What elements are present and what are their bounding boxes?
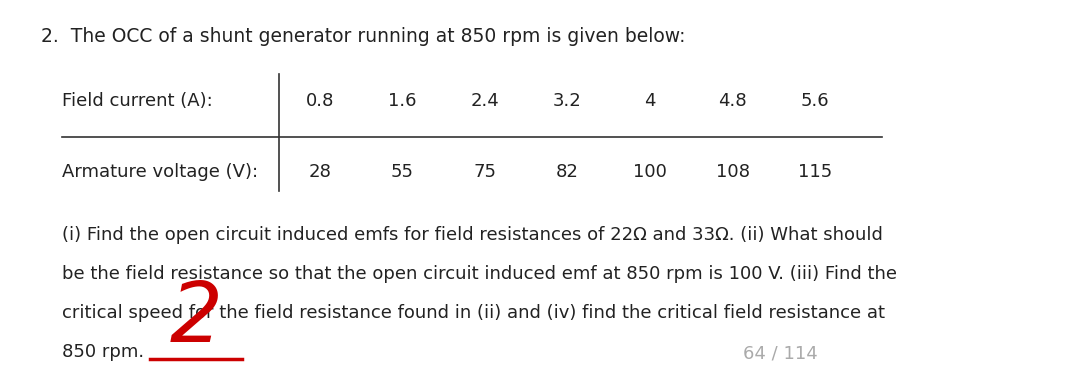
Text: 108: 108 xyxy=(716,163,750,181)
Text: 4.8: 4.8 xyxy=(718,92,747,110)
Text: 0.8: 0.8 xyxy=(306,92,334,110)
Text: 82: 82 xyxy=(556,163,579,181)
Text: 55: 55 xyxy=(391,163,414,181)
Text: 2.4: 2.4 xyxy=(471,92,499,110)
Text: 115: 115 xyxy=(798,163,833,181)
Text: 3.2: 3.2 xyxy=(553,92,582,110)
Text: be the field resistance so that the open circuit induced emf at 850 rpm is 100 V: be the field resistance so that the open… xyxy=(62,265,896,283)
Text: 850 rpm.: 850 rpm. xyxy=(62,343,144,361)
Text: Armature voltage (V):: Armature voltage (V): xyxy=(62,163,258,181)
Text: (i) Find the open circuit induced emfs for field resistances of 22Ω and 33Ω. (ii: (i) Find the open circuit induced emfs f… xyxy=(62,226,882,244)
Text: 2: 2 xyxy=(170,278,222,359)
Text: 100: 100 xyxy=(633,163,667,181)
Text: 75: 75 xyxy=(473,163,497,181)
Text: 1.6: 1.6 xyxy=(388,92,417,110)
Text: 5.6: 5.6 xyxy=(800,92,829,110)
Text: critical speed for the field resistance found in (ii) and (iv) find the critical: critical speed for the field resistance … xyxy=(62,304,885,322)
Text: 2.  The OCC of a shunt generator running at 850 rpm is given below:: 2. The OCC of a shunt generator running … xyxy=(41,27,686,46)
Text: Field current (A):: Field current (A): xyxy=(62,92,213,110)
Text: 64 / 114: 64 / 114 xyxy=(743,345,818,363)
Text: 4: 4 xyxy=(645,92,656,110)
Text: 28: 28 xyxy=(309,163,332,181)
